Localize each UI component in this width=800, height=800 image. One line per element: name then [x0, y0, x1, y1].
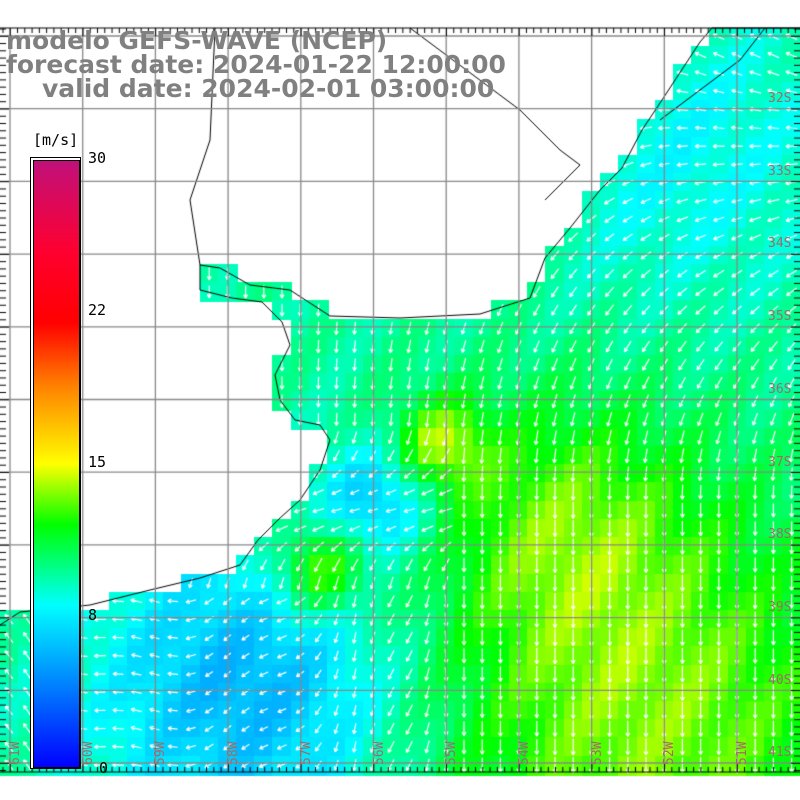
longitude-label: 61W — [8, 741, 23, 765]
latitude-label: 32S — [768, 91, 792, 106]
latitude-label: 41S — [768, 745, 792, 761]
latitude-label: 34S — [768, 236, 792, 252]
forecast-date: forecast date: 2024-01-22 12:00:00 — [6, 50, 506, 79]
valid-date: valid date: 2024-02-01 03:00:00 — [42, 74, 495, 103]
model-title: modelo GEFS-WAVE (NCEP) — [6, 26, 388, 55]
colorbar-gradient — [33, 160, 80, 768]
longitude-label: 57W — [298, 741, 314, 765]
longitude-label: 54W — [516, 741, 532, 765]
colorbar-tick: 8 — [88, 606, 98, 624]
longitude-label: 58W — [226, 741, 242, 765]
longitude-label: 52W — [662, 741, 678, 765]
colorbar-tick: 0 — [99, 759, 109, 777]
latitude-label: 33S — [768, 163, 792, 179]
colorbar-unit: [m/s] — [33, 131, 79, 149]
colorbar-tick: 22 — [88, 301, 107, 319]
longitude-label: 53W — [589, 741, 605, 765]
latitude-label: 37S — [768, 454, 792, 470]
latitude-label: 35S — [768, 309, 792, 325]
latitude-label: 40S — [768, 672, 792, 688]
latitude-label: 39S — [768, 599, 792, 615]
colorbar-tick: 30 — [88, 149, 107, 167]
longitude-label: 59W — [153, 741, 169, 765]
colorbar-tick: 15 — [88, 453, 107, 471]
longitude-label: 55W — [444, 741, 460, 765]
longitude-label: 56W — [371, 741, 387, 765]
latitude-label: 38S — [768, 527, 792, 543]
latitude-label: 36S — [768, 381, 792, 397]
longitude-label: 51W — [735, 741, 750, 765]
longitude-label: 60W — [80, 741, 96, 765]
